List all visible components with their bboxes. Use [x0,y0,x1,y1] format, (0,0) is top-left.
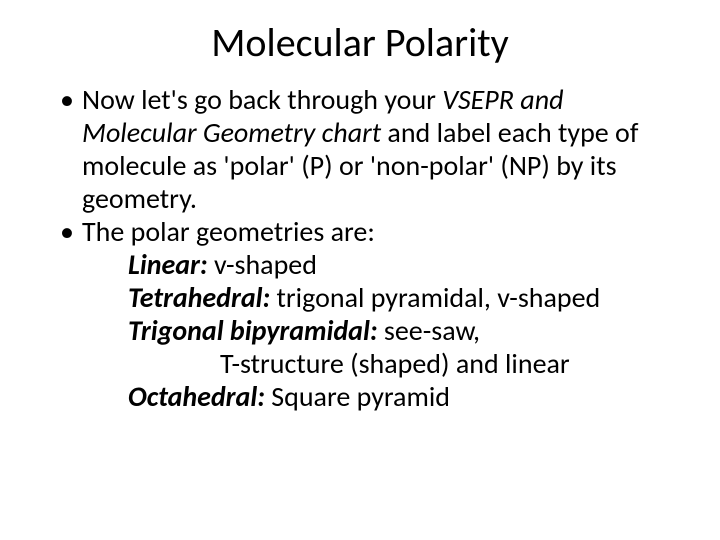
row-tetrahedral: Tetrahedral: trigonal pyramidal, v-shape… [128,281,680,314]
slide-title: Molecular Polarity [40,18,680,67]
tbp-continuation: T-structure (shaped) and linear [220,346,570,381]
row-trigonal-bipyramidal: Trigonal bipyramidal: see-saw, [128,314,680,347]
row-linear: Linear: v-shaped [128,248,680,281]
body-list: Now let's go back through your VSEPR and… [40,83,680,413]
bullet-1: Now let's go back through your VSEPR and… [60,83,680,215]
row-tbp-continuation: T-structure (shaped) and linear [128,347,680,380]
oct-label: Octahedral: [128,379,265,414]
slide-container: Molecular Polarity Now let's go back thr… [0,0,720,540]
oct-value: Square pyramid [265,379,450,414]
tetra-label: Tetrahedral: [128,280,270,315]
linear-value: v-shaped [208,247,317,282]
tbp-label: Trigonal bipyramidal: [128,313,378,348]
linear-label: Linear: [128,247,208,282]
bullet-2: The polar geometries are: Linear: v-shap… [60,215,680,413]
bullet1-prefix: Now let's go back through your [82,82,442,117]
tbp-value: see-saw, [378,313,480,348]
polar-geometries-list: Linear: v-shaped Tetrahedral: trigonal p… [82,248,680,413]
row-octahedral: Octahedral: Square pyramid [128,380,680,413]
bullet2-text: The polar geometries are: [82,214,375,249]
tetra-value: trigonal pyramidal, v-shaped [270,280,600,315]
